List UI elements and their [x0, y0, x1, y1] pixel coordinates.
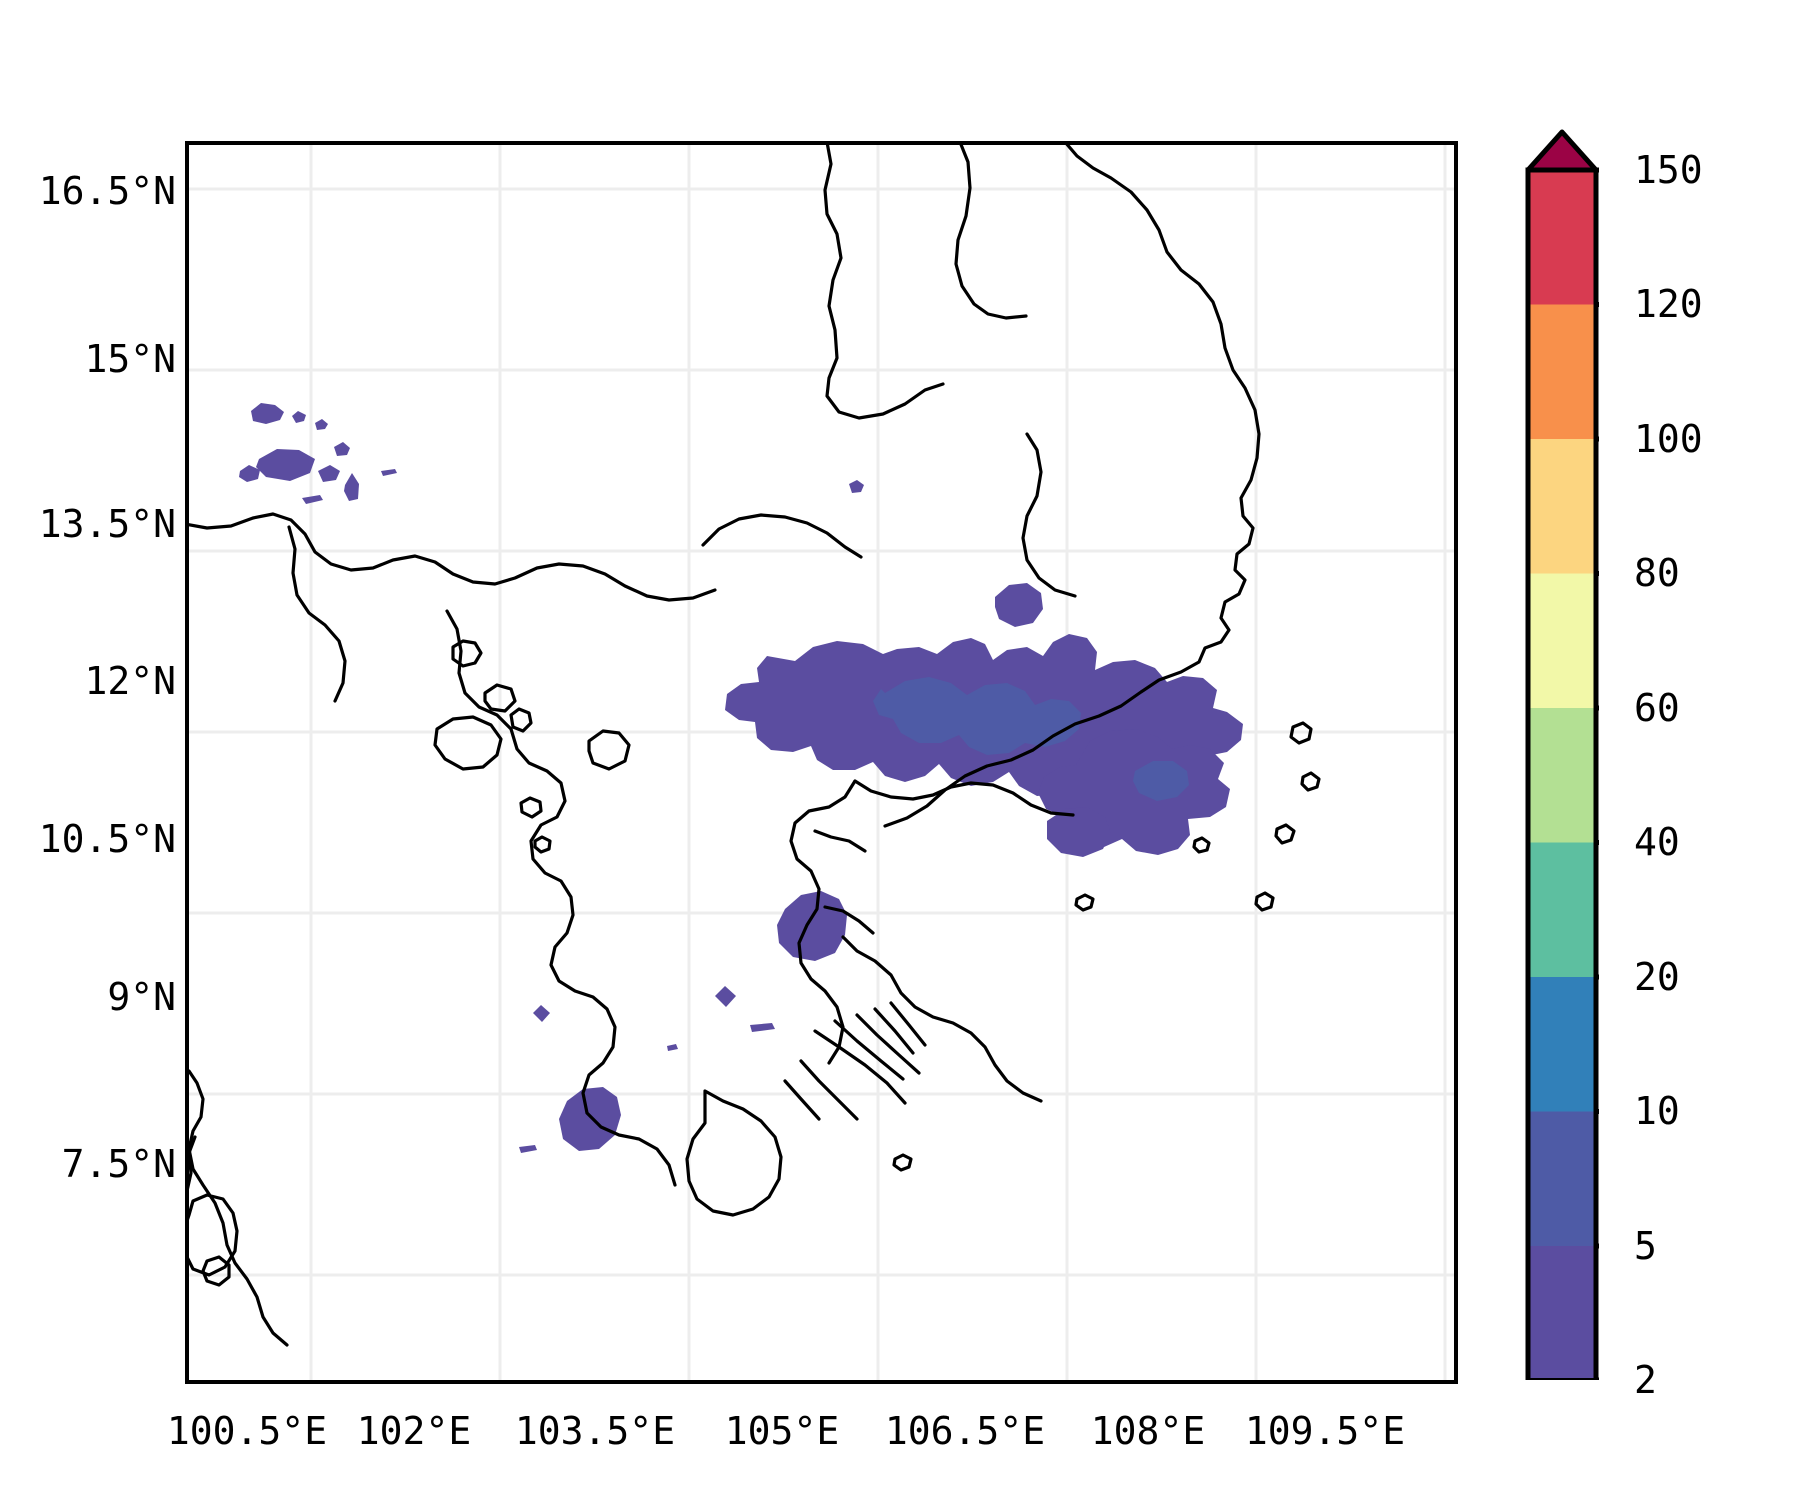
map-plot-area	[189, 145, 1454, 1380]
precip-band-5-10	[873, 677, 1189, 801]
xtick-109_5E: 109.5°E	[1244, 1409, 1406, 1453]
colorbar-band-5-10	[1528, 1111, 1596, 1246]
cbar-tick-120: 120	[1634, 282, 1703, 326]
ytick-7_5N: 7.5°N	[61, 1142, 176, 1186]
ytick-15N: 15°N	[84, 337, 176, 381]
colorbar-band-80-100	[1528, 439, 1596, 574]
cbar-tick-20: 20	[1634, 955, 1680, 999]
map-axes	[185, 141, 1458, 1384]
cbar-tick-40: 40	[1634, 820, 1680, 864]
colorbar-band-120-150	[1528, 170, 1596, 305]
xtick-103_5E: 103.5°E	[514, 1409, 676, 1453]
xtick-100_5E: 100.5°E	[166, 1409, 328, 1453]
colorbar-extend-arrow	[1525, 129, 1599, 173]
cbar-tick-80: 80	[1634, 551, 1680, 595]
ytick-12N: 12°N	[84, 659, 176, 703]
ytick-13_5N: 13.5°N	[38, 502, 176, 546]
cbar-tick-60: 60	[1634, 686, 1680, 730]
cbar-tick-5: 5	[1634, 1224, 1657, 1268]
colorbar-gradient	[1525, 129, 1599, 1380]
ytick-9N: 9°N	[107, 975, 176, 1019]
colorbar-band-40-60	[1528, 708, 1596, 843]
xtick-106_5E: 106.5°E	[884, 1409, 1046, 1453]
colorbar-band-10-20	[1528, 977, 1596, 1112]
colorbar-outline	[1525, 167, 1599, 1380]
y-axis-tick-labels: 16.5°N 15°N 13.5°N 12°N 10.5°N 9°N 7.5°N	[0, 0, 176, 1500]
xtick-105E: 105°E	[724, 1409, 840, 1453]
cbar-tick-2: 2	[1634, 1358, 1657, 1402]
colorbar-band-2-5	[1528, 1246, 1596, 1380]
colorbar-band-100-120	[1528, 304, 1596, 439]
cbar-tick-150: 150	[1634, 148, 1703, 192]
xtick-108E: 108°E	[1090, 1409, 1206, 1453]
colorbar-tick-labels: 150 120 100 80 60 40 20 10 5 2	[1634, 0, 1800, 1500]
cbar-tick-100: 100	[1634, 417, 1703, 461]
colorbar-band-20-40	[1528, 842, 1596, 977]
ytick-16_5N: 16.5°N	[38, 169, 176, 213]
colorbar-band-60-80	[1528, 573, 1596, 708]
xtick-102E: 102°E	[356, 1409, 472, 1453]
cbar-tick-10: 10	[1634, 1089, 1680, 1133]
coastlines-and-borders	[189, 145, 1321, 1347]
ytick-10_5N: 10.5°N	[38, 817, 176, 861]
colorbar	[1525, 128, 1599, 1380]
